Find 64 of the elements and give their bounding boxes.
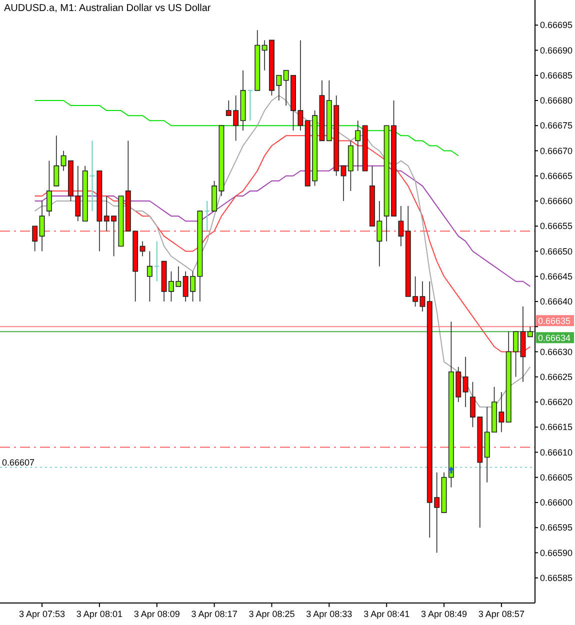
- candlestick: [146, 250, 152, 302]
- candlestick: [96, 170, 102, 252]
- y-tick-label: 0.66625: [540, 372, 573, 382]
- x-tick-label: 3 Apr 08:49: [420, 609, 468, 619]
- candlestick: [89, 140, 96, 212]
- candlestick: [462, 356, 468, 408]
- y-tick-label: 0.66620: [540, 397, 573, 407]
- y-tick-label: 0.66640: [540, 296, 573, 306]
- candlestick: [32, 226, 38, 252]
- chart-title: AUDUSD.a, M1: Australian Dollar vs US Dollar: [4, 3, 212, 14]
- candlestick: [54, 135, 60, 186]
- candlestick: [247, 90, 254, 122]
- ref-line-label: 0.66635: [538, 316, 571, 326]
- y-tick-label: 0.66690: [540, 45, 573, 56]
- y-tick-label: 0.66675: [540, 120, 573, 131]
- candlestick: [212, 180, 218, 212]
- candlestick: [140, 240, 146, 257]
- y-tick-label: 0.66670: [540, 146, 573, 156]
- y-tick-label: 0.66600: [540, 498, 573, 508]
- y-tick-label: 0.66645: [540, 271, 573, 282]
- ref-line-label: 0.66634: [538, 333, 571, 344]
- candlestick: [154, 240, 160, 282]
- x-tick-label: 3 Apr 08:25: [248, 609, 295, 619]
- y-tick-label: 0.66650: [540, 246, 573, 256]
- y-tick-label: 0.66680: [540, 96, 573, 106]
- candlestick: [254, 30, 260, 91]
- candlestick: [355, 120, 361, 172]
- candlestick: [39, 200, 45, 252]
- x-tick-label: 3 Apr 08:41: [364, 609, 410, 619]
- y-tick-label: 0.66595: [540, 522, 573, 533]
- line-series: [34, 94, 531, 408]
- candlestick: [441, 472, 447, 513]
- line-series: [34, 100, 459, 156]
- candlestick: [218, 125, 224, 196]
- line-series: [34, 135, 531, 352]
- x-tick-label: 3 Apr 08:09: [134, 609, 180, 619]
- candlestick: [204, 200, 210, 232]
- candlestick: [118, 196, 124, 247]
- x-tick-label: 3 Apr 08:01: [76, 609, 122, 619]
- candlestick: [82, 165, 88, 222]
- line-series: [34, 165, 531, 287]
- y-tick-label: 0.66605: [540, 472, 573, 482]
- ref-line-label: 0.66607: [2, 457, 35, 468]
- x-tick-label: 3 Apr 07:53: [19, 609, 66, 619]
- y-tick-label: 0.66585: [540, 572, 573, 583]
- y-tick-label: 0.66610: [540, 447, 573, 458]
- y-tick-label: 0.66630: [540, 346, 573, 357]
- y-tick-label: 0.66660: [540, 196, 573, 206]
- y-tick-label: 0.66665: [540, 170, 573, 181]
- x-tick-label: 3 Apr 08:57: [478, 609, 524, 619]
- candlestick: [527, 326, 533, 338]
- y-tick-label: 0.66695: [540, 20, 573, 30]
- candlestick: [240, 70, 246, 132]
- candlestick: [348, 140, 354, 192]
- y-tick-label: 0.66685: [540, 70, 573, 80]
- candlestick: [362, 125, 368, 172]
- x-tick-label: 3 Apr 08:33: [306, 609, 352, 619]
- candlestick: [340, 165, 346, 202]
- x-tick-label: 3 Apr 08:17: [191, 609, 238, 619]
- candlestick: [46, 160, 52, 216]
- y-tick-label: 0.66590: [540, 548, 573, 558]
- y-tick-label: 0.66655: [540, 221, 573, 232]
- y-tick-label: 0.66615: [540, 422, 573, 432]
- candlestick: [398, 206, 404, 247]
